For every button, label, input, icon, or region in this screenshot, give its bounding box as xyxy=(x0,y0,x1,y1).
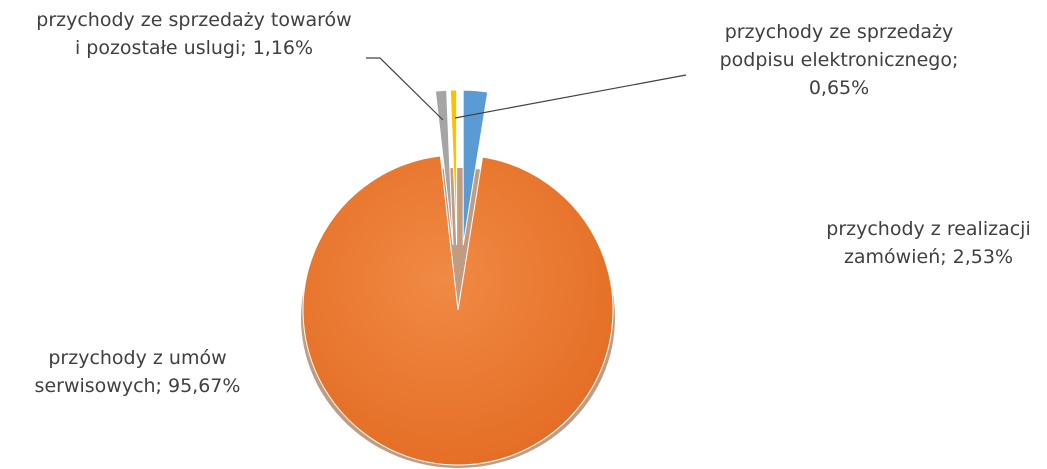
slice-realizacja xyxy=(462,89,489,246)
slice-serwis xyxy=(302,155,614,466)
leader-lines xyxy=(366,57,687,121)
slice-podpis xyxy=(449,89,458,245)
leader-line-towary xyxy=(366,57,444,121)
slice-label-realizacja: przychody z realizacji zamówień; 2,53% xyxy=(826,218,1031,268)
slice-towary xyxy=(434,89,454,246)
leader-line-podpis xyxy=(454,74,687,119)
slice-label-towary: przychody ze sprzedaży towarów i pozosta… xyxy=(36,9,352,59)
slice-label-podpis: przychody ze sprzedaży podpisu elektroni… xyxy=(719,21,959,99)
slice-label-serwis: przychody z umów serwisowych; 95,67% xyxy=(34,347,241,397)
